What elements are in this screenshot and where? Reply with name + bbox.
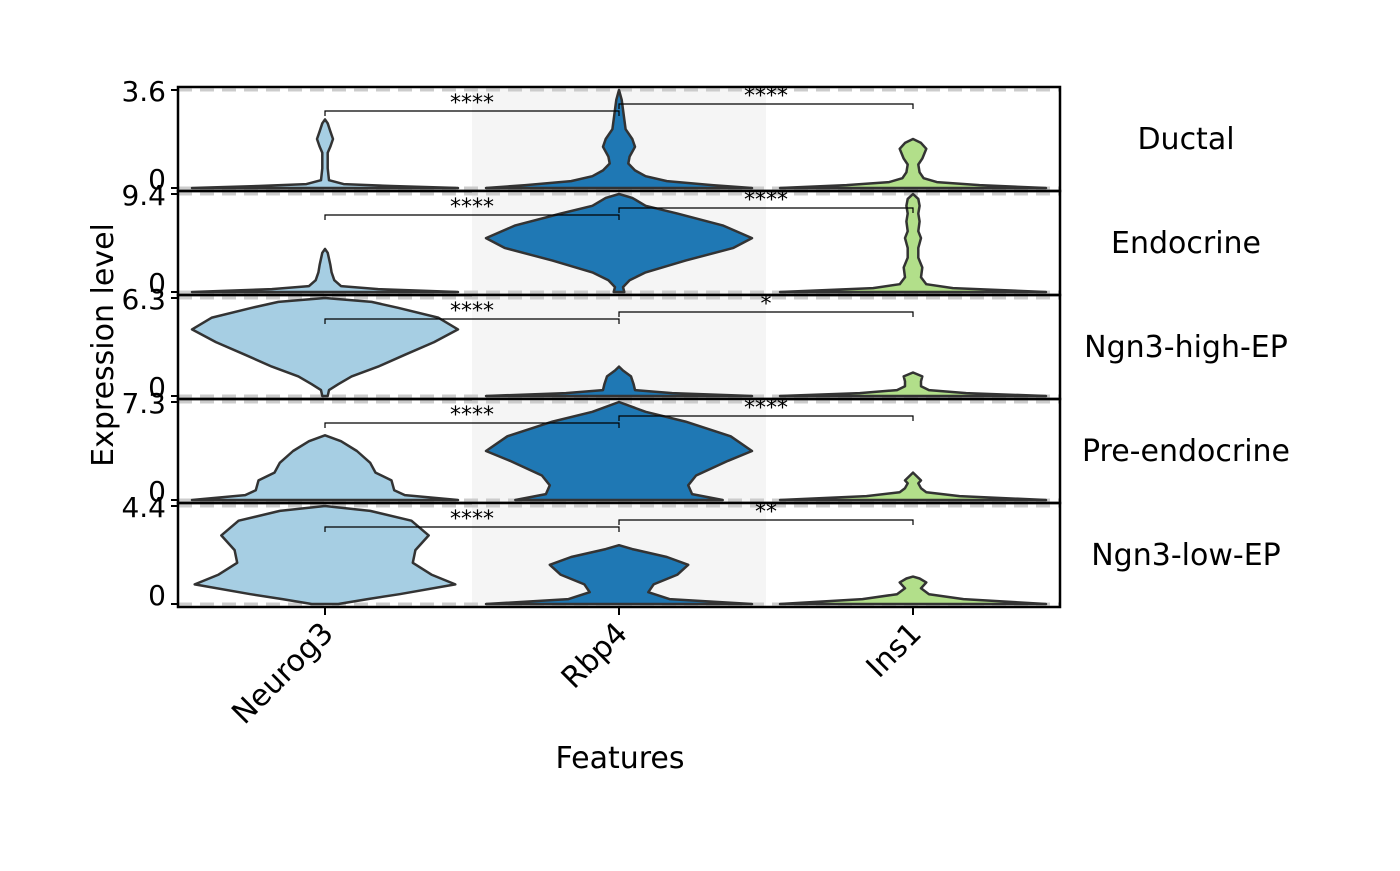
- y-tick-label-max: 4.4: [121, 491, 166, 524]
- x-axis-title: Features: [556, 741, 685, 776]
- significance-label: ****: [450, 507, 494, 532]
- x-tick-label-rbp4: Rbp4: [555, 616, 635, 696]
- y-tick-label-max: 6.3: [121, 283, 166, 316]
- y-tick-label-zero: 0: [148, 163, 166, 196]
- y-tick-label-zero: 0: [148, 371, 166, 404]
- violin-rbp4: [484, 192, 754, 294]
- violin-neurog3: [190, 247, 460, 294]
- significance-bracket: [324, 318, 620, 324]
- y-tick-label-max: 9.4: [121, 179, 166, 212]
- violin-rbp4: [484, 543, 754, 606]
- significance-label: ****: [450, 403, 494, 428]
- violin-ins1: [778, 371, 1048, 398]
- y-tick-label-zero: 0: [148, 579, 166, 612]
- panel-label-endocrine: Endocrine: [1111, 226, 1261, 261]
- significance-label: ****: [450, 91, 494, 116]
- significance-bracket: [618, 207, 914, 213]
- significance-label: ****: [450, 299, 494, 324]
- violin-neurog3: [190, 296, 460, 398]
- violin-ins1: [778, 471, 1048, 502]
- significance-label: **: [755, 500, 777, 525]
- significance-bracket: [324, 422, 620, 428]
- violin-rbp4: [484, 365, 754, 398]
- y-tick-label-zero: 0: [148, 475, 166, 508]
- significance-bracket: [618, 311, 914, 317]
- x-tick-label-ins1: Ins1: [860, 616, 929, 685]
- violin-rbp4: [484, 400, 754, 502]
- x-tick-label-neurog3: Neurog3: [225, 616, 340, 731]
- violin-neurog3: [190, 118, 460, 190]
- violin-ins1: [778, 575, 1048, 606]
- y-tick-label-max: 7.3: [121, 387, 166, 420]
- significance-label: *: [761, 292, 772, 317]
- violin-rbp4: [484, 88, 754, 190]
- panel-label-ductal: Ductal: [1137, 122, 1234, 157]
- violin-ins1: [778, 137, 1048, 190]
- significance-bracket: [618, 415, 914, 421]
- panel-label-pre-endocrine: Pre-endocrine: [1082, 434, 1290, 469]
- significance-bracket: [618, 103, 914, 109]
- y-axis-title: Expression level: [86, 223, 121, 467]
- violin-ins1: [778, 192, 1048, 294]
- significance-bracket: [324, 214, 620, 220]
- violin-neurog3: [193, 504, 457, 606]
- significance-label: ****: [450, 195, 494, 220]
- significance-bracket: [324, 526, 620, 532]
- panel-label-ngn3-low-ep: Ngn3-low-EP: [1091, 538, 1281, 573]
- significance-bracket: [618, 519, 914, 525]
- panel-label-ngn3-high-ep: Ngn3-high-EP: [1084, 330, 1288, 365]
- y-tick-label-zero: 0: [148, 267, 166, 300]
- y-tick-label-max: 3.6: [121, 75, 166, 108]
- violin-neurog3: [190, 434, 460, 502]
- significance-bracket: [324, 110, 620, 116]
